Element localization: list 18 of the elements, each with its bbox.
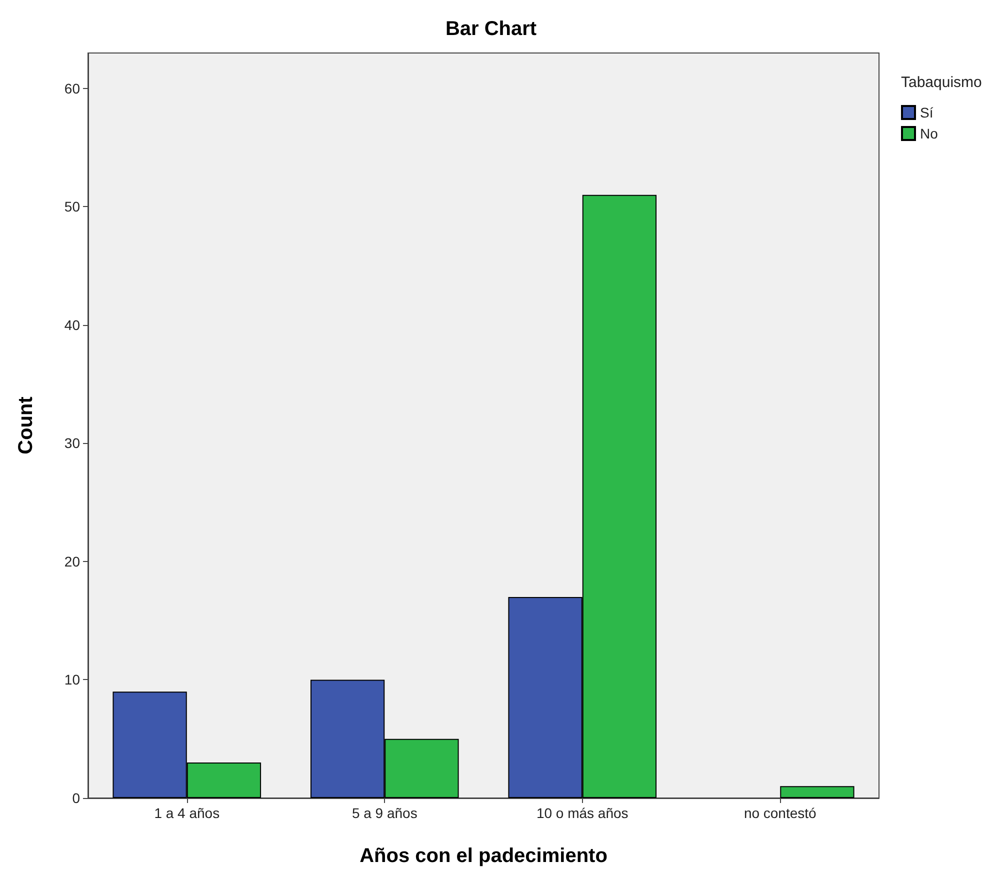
chart-title: Bar Chart [445,18,537,40]
bar [780,786,854,798]
y-tick-label: 50 [64,198,80,215]
x-tick-label: no contestó [744,805,817,821]
y-tick-label: 10 [64,672,80,688]
y-tick-label: 60 [64,80,80,96]
legend-label: No [920,126,938,142]
x-tick-label: 5 a 9 años [352,805,418,821]
x-tick-label: 10 o más años [536,805,628,821]
legend-title: Tabaquismo [901,74,982,91]
y-tick-label: 40 [64,316,80,333]
x-axis-title: Años con el padecimiento [360,845,608,867]
y-tick-label: 0 [72,790,80,806]
y-axis-title: Count [15,396,37,454]
y-tick-label: 20 [64,553,80,570]
y-tick-label: 30 [64,435,80,452]
legend-label: Sí [920,104,934,120]
x-tick-label: 1 a 4 años [154,805,220,821]
